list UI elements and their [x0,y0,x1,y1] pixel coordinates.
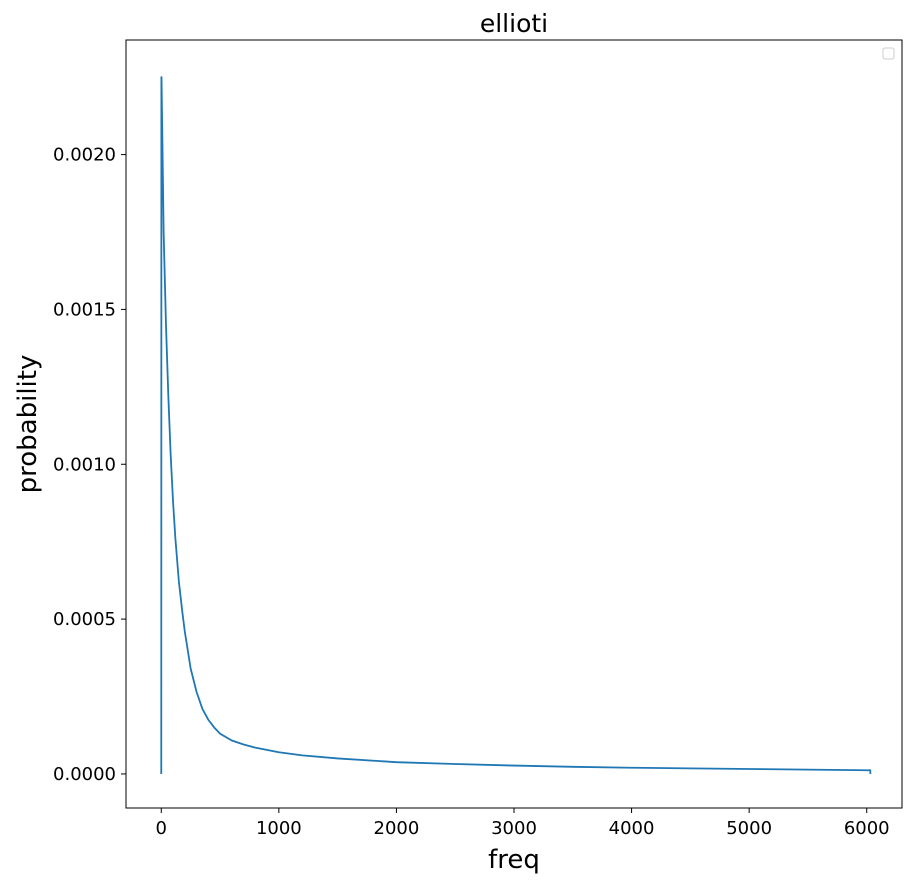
legend-box [882,47,895,60]
y-axis-label: probability [13,355,43,494]
y-tick-label: 0.0020 [53,145,116,166]
x-tick-label: 1000 [256,818,302,839]
x-axis-label: freq [488,845,540,875]
y-tick-label: 0.0010 [53,454,116,475]
x-tick-label: 4000 [609,818,655,839]
y-axis-ticks: 0.0000 0.0005 0.0010 0.0015 0.0020 [53,145,126,785]
chart-title: ellioti [480,9,548,38]
x-tick-label: 2000 [374,818,420,839]
x-axis-ticks: 0 1000 2000 3000 4000 5000 6000 [156,808,890,839]
x-tick-label: 5000 [726,818,772,839]
y-tick-label: 0.0015 [53,299,116,320]
y-tick-label: 0.0005 [53,609,116,630]
series-line [160,76,872,774]
x-tick-label: 3000 [491,818,537,839]
y-tick-label: 0.0000 [53,764,116,785]
x-tick-label: 0 [156,818,167,839]
x-tick-label: 6000 [844,818,890,839]
